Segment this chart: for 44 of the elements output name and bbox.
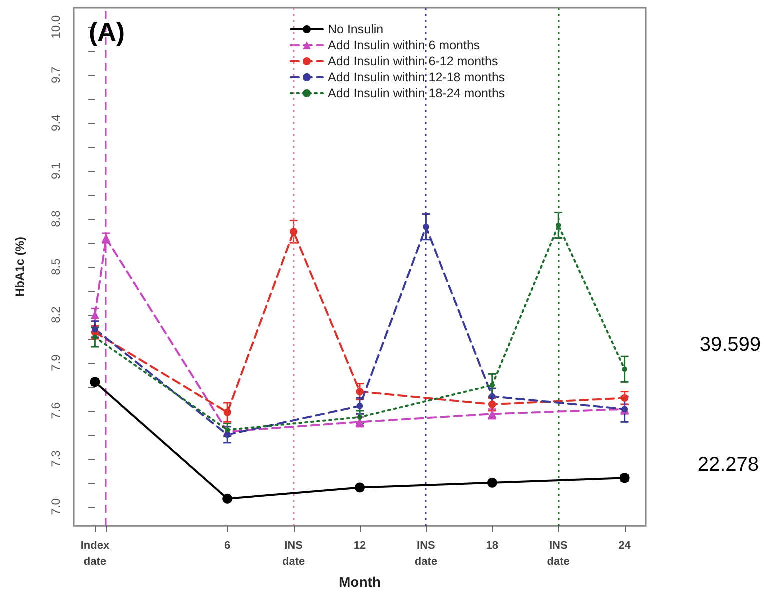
x-tick-label: INS date bbox=[547, 540, 570, 568]
y-tick-label: 8.8 bbox=[49, 210, 63, 228]
y-tick-label: 9.1 bbox=[49, 162, 63, 180]
y-tick-label: 8.2 bbox=[49, 306, 63, 324]
x-axis-title: Month bbox=[339, 574, 381, 590]
point bbox=[490, 382, 496, 388]
x-tick-label: INS date bbox=[414, 540, 438, 568]
point bbox=[487, 478, 498, 488]
legend-label: Add Insulin within 6 months bbox=[328, 38, 480, 52]
point bbox=[489, 393, 496, 400]
point bbox=[622, 366, 628, 372]
x-tick-label: 12 bbox=[354, 540, 366, 552]
y-tick-label: 7.9 bbox=[49, 354, 63, 372]
text: 7.0 bbox=[49, 498, 63, 516]
point bbox=[222, 494, 233, 504]
x-tick-label: 6 bbox=[224, 540, 231, 552]
x-tick-label: INS date bbox=[282, 540, 306, 568]
legend-label: Add Insulin within 6-12 months bbox=[328, 54, 498, 68]
y-tick-label: 7.3 bbox=[49, 450, 63, 468]
point bbox=[488, 400, 496, 408]
x-tick-label: Index date bbox=[80, 540, 110, 568]
point bbox=[92, 326, 98, 333]
y-tick-label: 8.5 bbox=[49, 258, 63, 276]
x-tick-label: 18 bbox=[486, 540, 499, 552]
point bbox=[423, 224, 430, 230]
legend-label: Add Insulin within 12-18 months bbox=[328, 70, 506, 84]
point bbox=[356, 388, 364, 396]
legend-label: No Insulin bbox=[328, 22, 384, 36]
point bbox=[224, 408, 232, 416]
point bbox=[355, 482, 365, 493]
text: 22.278 bbox=[698, 454, 759, 476]
point bbox=[290, 228, 298, 236]
point bbox=[621, 394, 629, 402]
point bbox=[224, 432, 231, 438]
point bbox=[356, 402, 364, 410]
text: 39.599 bbox=[700, 334, 761, 356]
legend-label: Add Insulin within 18-24 months bbox=[328, 86, 506, 100]
y-tick-label: 9.7 bbox=[49, 66, 63, 84]
y-tick-label: 9.4 bbox=[49, 114, 63, 132]
x-tick-label: 24 bbox=[618, 540, 632, 552]
y-tick-label: 10.0 bbox=[49, 15, 63, 39]
y-axis-title: HbA1c (%) bbox=[13, 237, 27, 298]
y-tick-label: 7.6 bbox=[49, 402, 63, 420]
chart-title: (A) bbox=[89, 17, 126, 47]
